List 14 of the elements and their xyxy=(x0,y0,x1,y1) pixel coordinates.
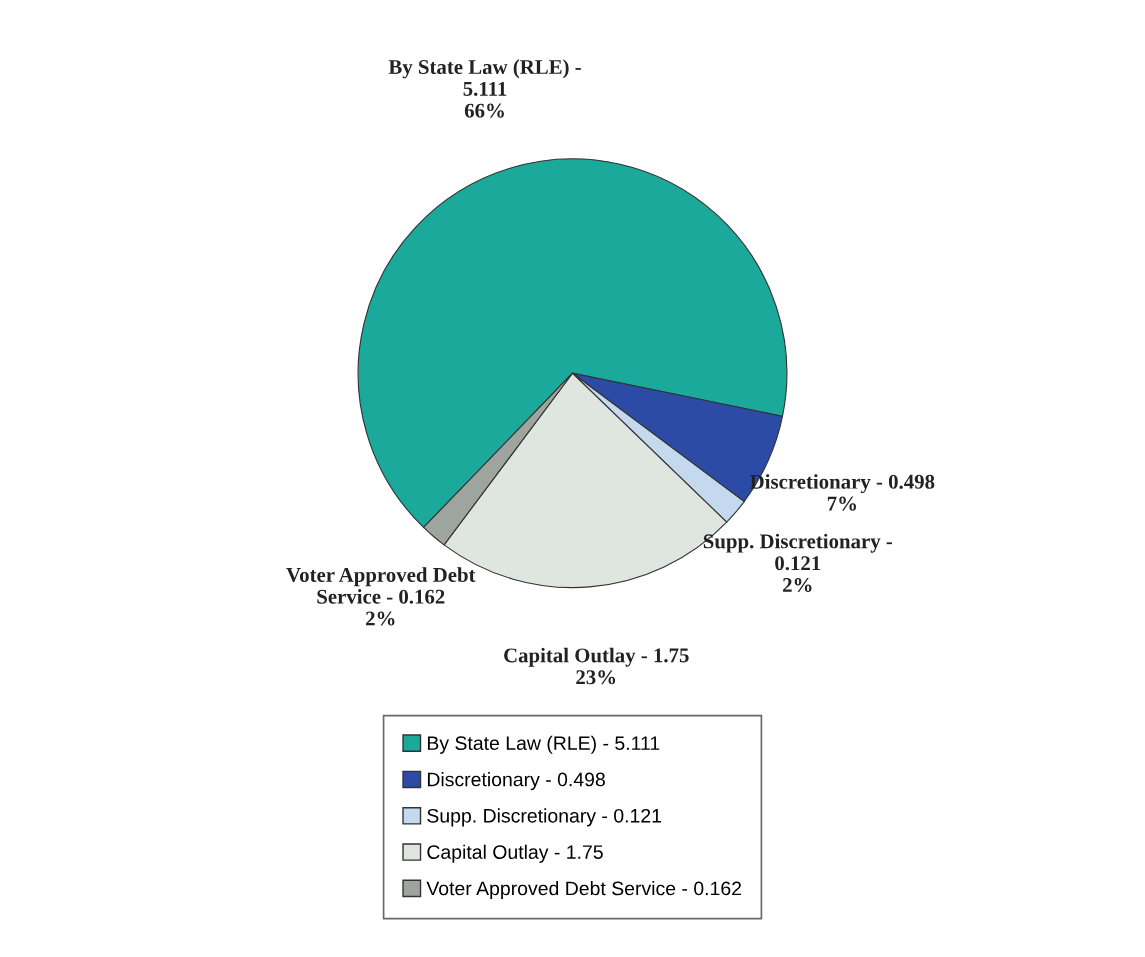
data-label: 2% xyxy=(366,611,395,626)
legend-label: Voter Approved Debt Service - 0.162 xyxy=(426,881,742,900)
data-label: 2% xyxy=(783,577,812,593)
legend-label: Supp. Discretionary - 0.121 xyxy=(427,808,662,827)
data-label: 7% xyxy=(827,496,856,511)
slice-label: Capital Outlay - 1.75 xyxy=(504,647,689,667)
slice-label: Supp. Discretionary - 0.121 xyxy=(703,533,893,571)
legend-label: Discretionary - 0.498 xyxy=(427,772,605,791)
data-label: 66% xyxy=(464,103,504,118)
legend-label: By State Law (RLE) - 5.111 xyxy=(427,735,660,754)
slice-label: Voter Approved Debt Service - 0.162 xyxy=(286,567,476,604)
data-label: 23% xyxy=(576,670,616,685)
slice-label: By State Law (RLE) - 5.111 xyxy=(388,59,581,96)
legend-label: Capital Outlay - 1.75 xyxy=(427,844,603,863)
